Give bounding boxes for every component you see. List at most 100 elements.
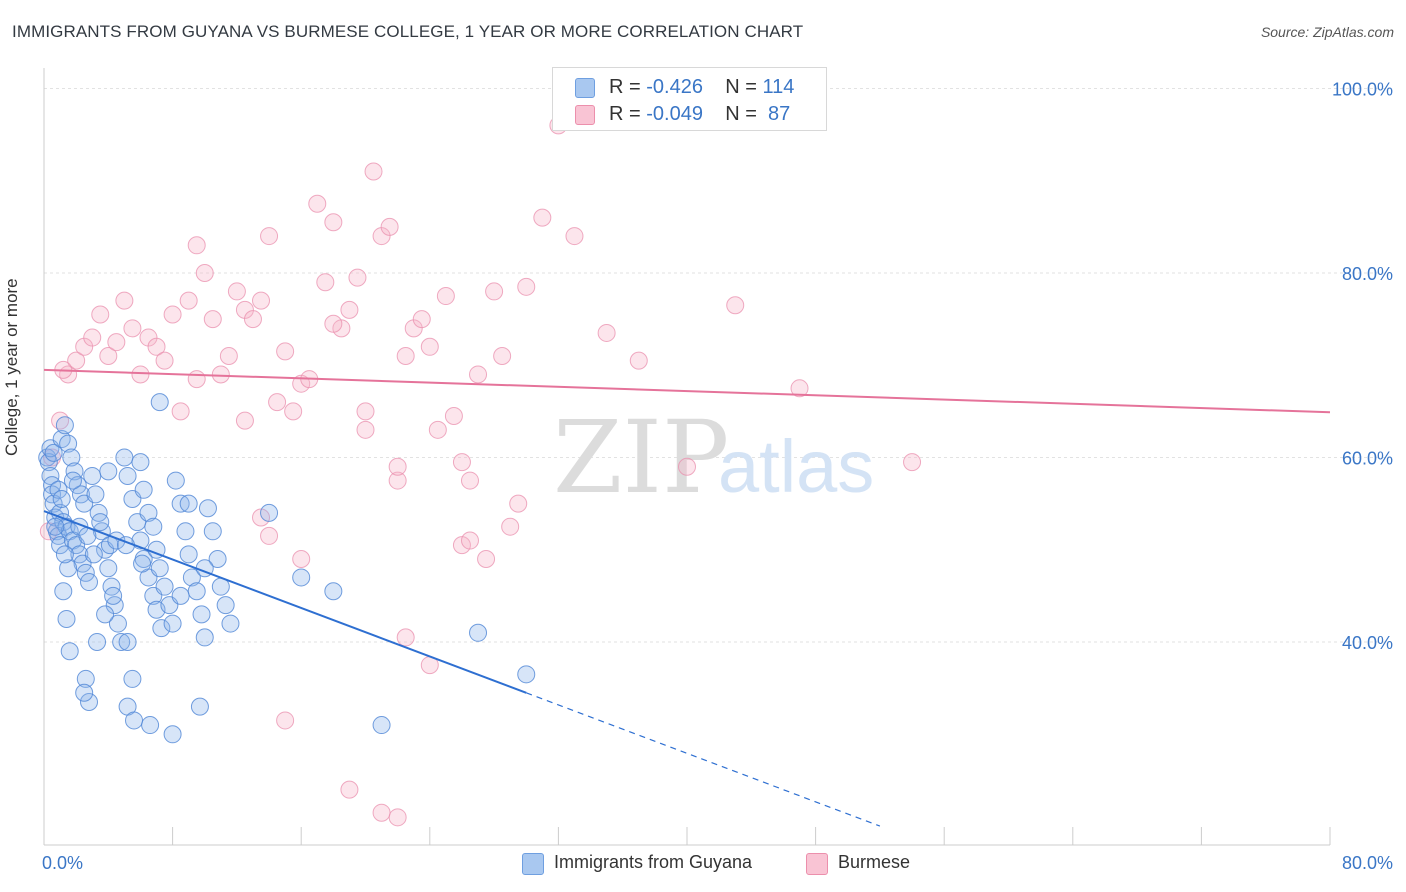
burmese-point xyxy=(163,305,182,324)
guyana-point xyxy=(63,471,82,490)
guyana-point xyxy=(75,683,94,702)
n-value: 114 xyxy=(762,76,795,98)
r-value: -0.049 xyxy=(646,103,703,125)
burmese-point xyxy=(509,494,528,513)
burmese-point xyxy=(131,365,150,384)
guyana-point xyxy=(134,480,153,499)
guyana-point xyxy=(89,503,108,522)
tick-labels: 40.0% 60.0% 80.0% 100.0% 0.0% 80.0% xyxy=(42,79,1393,873)
burmese-point xyxy=(187,370,206,389)
x-tick-label: 0.0% xyxy=(42,853,83,873)
burmese-point xyxy=(99,347,118,366)
burmese-point xyxy=(460,471,479,490)
burmese-point xyxy=(187,236,206,255)
guyana-point xyxy=(155,577,174,596)
burmese-point xyxy=(67,351,86,370)
burmese-point xyxy=(678,457,696,476)
burmese-point xyxy=(903,453,922,472)
burmese-point xyxy=(340,300,359,319)
watermark-atlas: atlas xyxy=(718,425,874,508)
guyana-point xyxy=(43,476,62,495)
burmese-point xyxy=(324,213,343,232)
burmese-point xyxy=(565,227,584,246)
guyana-trend-line xyxy=(43,510,527,694)
guyana-point xyxy=(44,443,63,462)
burmese-point xyxy=(629,351,648,370)
y-tick-label: 80.0% xyxy=(1342,264,1393,284)
burmese-point xyxy=(276,711,295,730)
burmese-point xyxy=(340,780,359,799)
guyana-point xyxy=(57,609,76,628)
r-label: R = xyxy=(609,103,647,125)
y-tick-label: 100.0% xyxy=(1332,79,1393,99)
burmese-point xyxy=(452,453,471,472)
burmese-point xyxy=(388,808,407,827)
guyana-point xyxy=(99,559,118,578)
guyana-point xyxy=(198,499,217,518)
guyana-point xyxy=(83,466,102,485)
guyana-point xyxy=(52,490,71,509)
stats-legend-row-guyana: R = -0.426 N = 114 xyxy=(575,76,794,168)
guyana-point xyxy=(59,434,78,453)
guyana-point xyxy=(80,692,99,711)
guyana-point xyxy=(76,669,95,688)
burmese-point xyxy=(260,227,279,246)
burmese-point xyxy=(485,282,504,301)
burmese-point xyxy=(123,319,142,338)
guyana-point xyxy=(112,633,131,652)
guyana-point xyxy=(179,494,198,513)
burmese-point xyxy=(203,310,222,329)
watermark: ZIP atlas xyxy=(553,399,874,516)
n-value: 87 xyxy=(762,103,791,125)
y-tick-label: 40.0% xyxy=(1342,633,1393,653)
guyana-point xyxy=(150,393,169,412)
guyana-point xyxy=(52,430,71,449)
guyana-point xyxy=(65,462,84,481)
burmese-point xyxy=(364,162,383,181)
guyana-point xyxy=(91,513,110,532)
guyana-point xyxy=(54,582,73,601)
legend-label: Immigrants from Guyana xyxy=(554,852,753,872)
chart-title: IMMIGRANTS FROM GUYANA VS BURMESE COLLEG… xyxy=(12,22,804,41)
guyana-point xyxy=(102,577,121,596)
guyana-point xyxy=(221,614,240,633)
r-value: -0.426 xyxy=(646,76,703,98)
burmese-point xyxy=(316,273,335,292)
burmese-point xyxy=(380,217,399,236)
source-label: Source: ZipAtlas.com xyxy=(1260,24,1394,40)
guyana-point xyxy=(195,628,214,647)
burmese-point xyxy=(790,379,809,398)
burmese-point xyxy=(91,305,110,324)
guyana-point xyxy=(41,466,60,485)
guyana-point xyxy=(84,545,103,564)
burmese-point xyxy=(268,393,287,412)
y-axis-label: College, 1 year or more xyxy=(2,278,21,456)
guyana-point xyxy=(179,545,198,564)
burmese-point xyxy=(155,351,174,370)
n-label: N = xyxy=(725,76,763,98)
stats-legend: R = -0.426 N = 114 R = -0.049 N = 87 xyxy=(552,67,827,131)
guyana-swatch xyxy=(575,78,595,98)
burmese-point xyxy=(428,420,447,439)
guyana-point xyxy=(80,573,99,592)
burmese-point xyxy=(147,337,166,356)
burmese-point xyxy=(726,296,745,315)
burmese-point xyxy=(83,328,102,347)
burmese-point xyxy=(412,310,431,329)
guyana-point xyxy=(96,605,115,624)
burmese-point xyxy=(396,347,415,366)
guyana-point xyxy=(118,633,137,652)
burmese-point xyxy=(243,310,262,329)
guyana-legend-swatch xyxy=(522,853,544,875)
guyana-point xyxy=(152,619,171,638)
guyana-point xyxy=(260,503,279,522)
guyana-point xyxy=(62,448,81,467)
burmese-point xyxy=(308,194,327,213)
burmese-point xyxy=(260,526,279,545)
guyana-point xyxy=(55,545,74,564)
guyana-point xyxy=(104,586,123,605)
burmese-points xyxy=(39,116,922,827)
burmese-point xyxy=(517,277,536,296)
guyana-point xyxy=(92,522,111,541)
